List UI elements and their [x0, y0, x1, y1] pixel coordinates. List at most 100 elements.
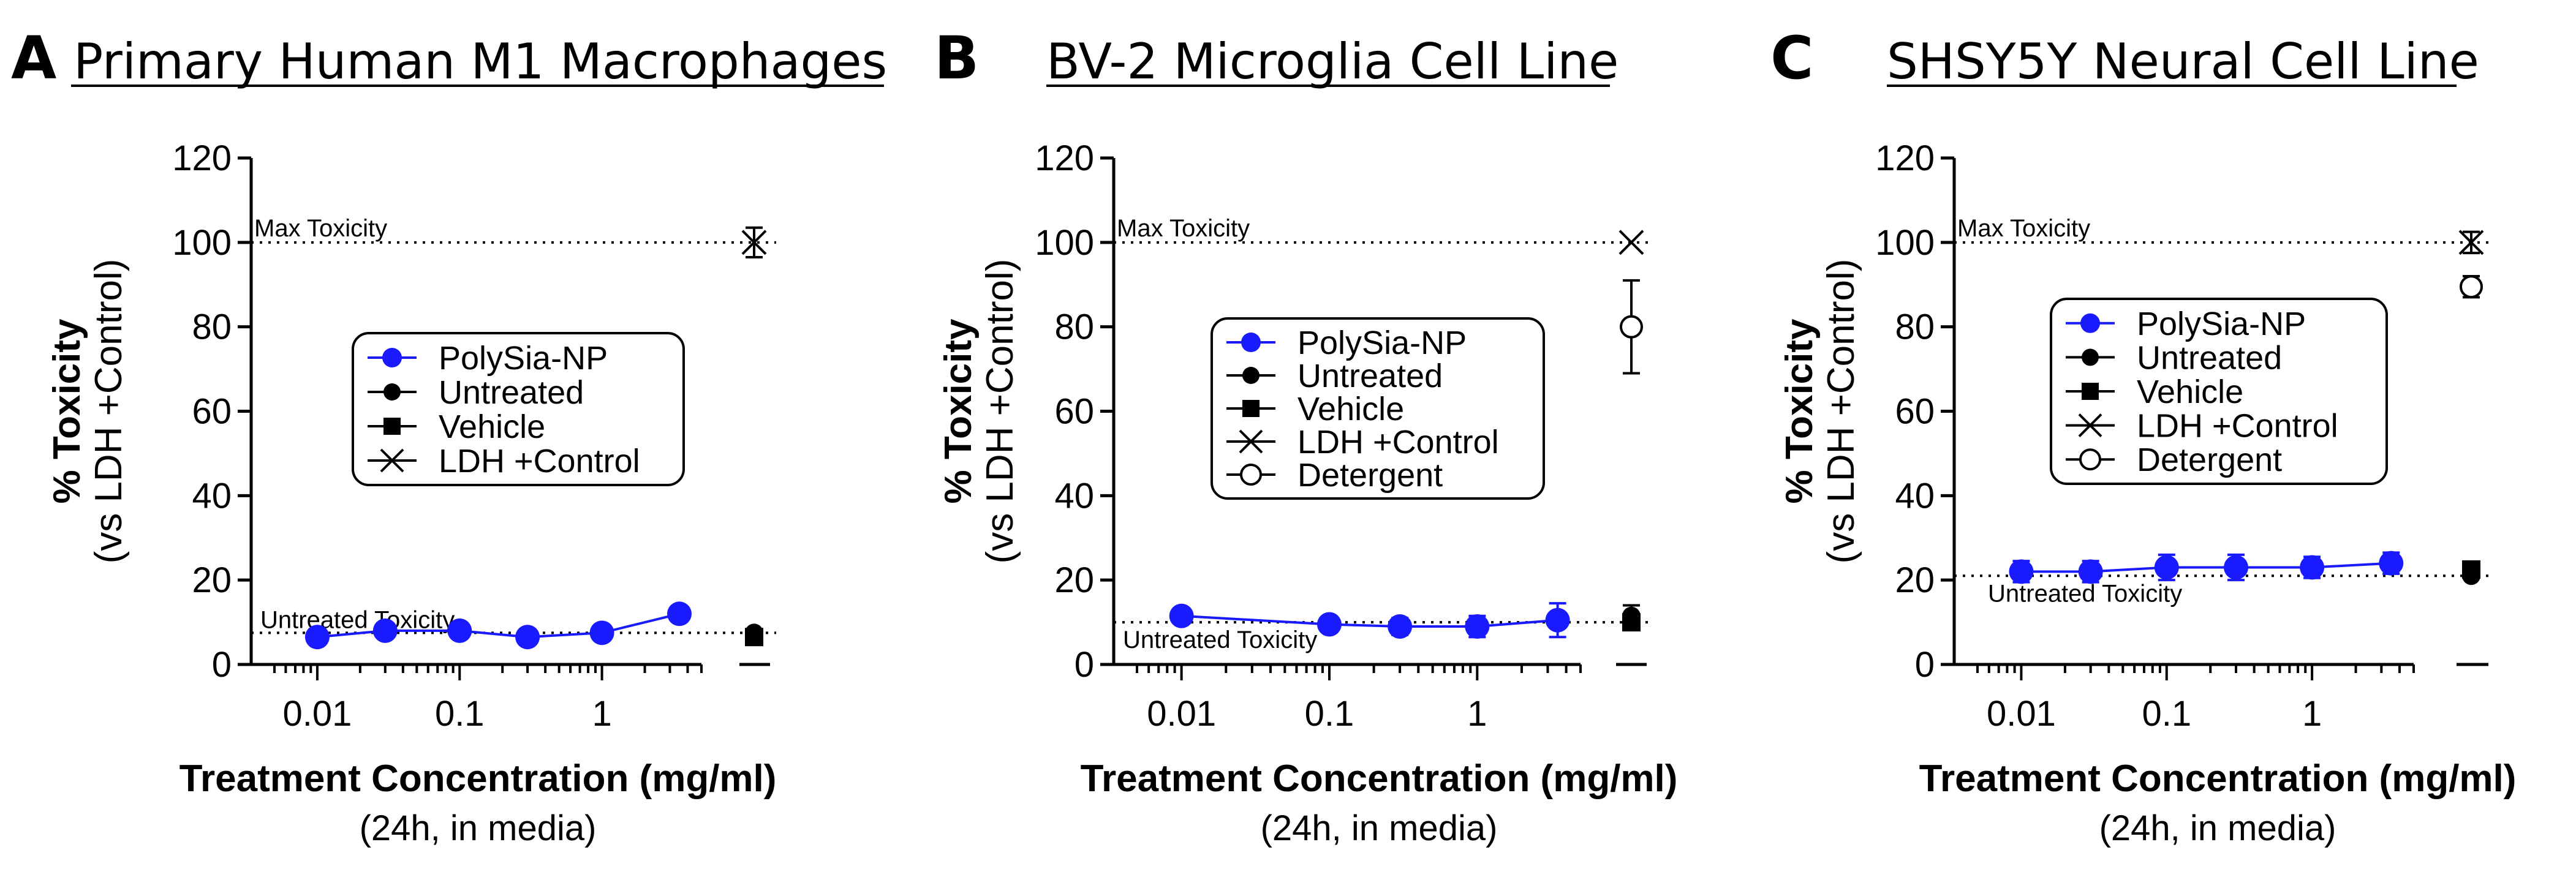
legend-marker: [1239, 429, 1263, 454]
data-point: [1465, 614, 1490, 639]
x-tick-label: 0.01: [282, 694, 352, 734]
legend-label: Vehicle: [2137, 374, 2243, 410]
max-toxicity-label: Max Toxicity: [1957, 215, 2090, 242]
control-point-vehicle: [1622, 613, 1641, 632]
y-tick-label: 60: [192, 392, 232, 432]
legend-marker: [2080, 313, 2100, 333]
panel-c: C SHSY5Y Neural Cell Line 0 20 40 60 80 100 120 0…: [1770, 24, 2516, 848]
legend-label: Detergent: [1297, 457, 1443, 494]
y-tick-label: 20: [1895, 560, 1935, 600]
legend-marker: [2079, 448, 2101, 471]
y-tick-label: 80: [1054, 307, 1094, 347]
x-tick-label: 0.1: [2142, 694, 2191, 734]
y-tick-label: 100: [172, 223, 232, 263]
max-toxicity-label: Max Toxicity: [254, 215, 387, 242]
x-tick-label: 0.1: [1305, 694, 1354, 734]
y-tick-label: 20: [1054, 560, 1094, 600]
x-axis-sublabel: (24h, in media): [360, 808, 597, 848]
data-point: [304, 625, 330, 650]
control-point-detergent: [2460, 275, 2483, 299]
data-point: [372, 618, 398, 643]
y-tick-label: 60: [1054, 392, 1094, 432]
legend-label: PolySia-NP: [2137, 306, 2306, 342]
x-tick-label: 1: [2302, 694, 2322, 734]
legend-marker: [382, 348, 402, 367]
legend-label: LDH +Control: [1297, 424, 1499, 461]
y-tick-label: 20: [192, 560, 232, 600]
x-tick-label: 1: [1467, 694, 1487, 734]
data-point: [2300, 555, 2325, 580]
x-tick-label: 1: [592, 694, 611, 734]
control-point-ldh-control: [1618, 230, 1644, 255]
panel-title: BV-2 Microglia Cell Line: [1046, 33, 1618, 90]
data-point: [515, 625, 540, 650]
legend-marker: [2082, 383, 2099, 400]
y-tick-label: 0: [1075, 645, 1094, 685]
y-tick-label: 40: [1895, 476, 1935, 516]
x-axis-label: Treatment Concentration (mg/ml): [179, 758, 777, 800]
y-tick-label: 100: [1875, 223, 1935, 263]
x-tick-label: 0.01: [1147, 694, 1216, 734]
legend-label: Untreated: [439, 374, 584, 411]
data-point: [1316, 612, 1342, 637]
y-tick-label: 40: [192, 476, 232, 516]
control-point-vehicle: [745, 628, 763, 647]
data-point: [1545, 608, 1570, 633]
data-point: [2224, 555, 2249, 580]
legend-label: Detergent: [2137, 442, 2282, 478]
legend-label: Vehicle: [1297, 391, 1404, 427]
data-point: [1388, 614, 1413, 639]
panel-title: SHSY5Y Neural Cell Line: [1887, 33, 2479, 90]
y-tick-label: 60: [1895, 392, 1935, 432]
legend-label: LDH +Control: [2137, 408, 2338, 445]
legend-marker: [1240, 464, 1262, 486]
y-tick-label: 40: [1054, 476, 1094, 516]
y-tick-label: 100: [1035, 223, 1094, 263]
x-axis-sublabel: (24h, in media): [2099, 808, 2336, 848]
data-point: [1169, 603, 1194, 628]
legend-box: [2050, 298, 2388, 485]
control-point-ldh-control: [2458, 230, 2484, 255]
y-tick-label: 0: [1915, 645, 1935, 685]
legend-label: Untreated: [1297, 358, 1443, 394]
data-point: [2009, 559, 2034, 584]
legend-box: [1211, 317, 1545, 500]
y-tick-label: 120: [1875, 138, 1935, 178]
legend-marker: [1242, 367, 1260, 384]
data-point: [2154, 555, 2179, 580]
legend-label: PolySia-NP: [1297, 325, 1467, 361]
data-point: [2379, 551, 2404, 576]
untreated-toxicity-label: Untreated Toxicity: [260, 606, 455, 633]
legend-marker: [2078, 413, 2102, 438]
x-tick-label: 0.1: [435, 694, 485, 734]
x-axis-sublabel: (24h, in media): [1261, 808, 1498, 848]
control-point-vehicle: [2462, 560, 2480, 579]
panel-a: A Primary Human M1 Macrophages02040608010…: [11, 24, 887, 848]
y-tick-label: 80: [192, 307, 232, 347]
y-axis-label: % Toxicity: [46, 318, 88, 504]
legend-label: PolySia-NP: [439, 340, 608, 377]
panel-letter: A: [11, 24, 56, 92]
max-toxicity-label: Max Toxicity: [1117, 215, 1250, 242]
legend-box: [352, 332, 685, 486]
legend-marker: [1241, 333, 1261, 352]
legend-marker: [383, 383, 401, 401]
untreated-toxicity-label: Untreated Toxicity: [1123, 626, 1317, 653]
data-point: [2078, 559, 2103, 584]
untreated-toxicity-label: Untreated Toxicity: [1988, 580, 2182, 607]
panel-b: B BV-2 Microglia Cell Line 0 20 40 60 80 100 120…: [934, 24, 1677, 848]
x-axis-label: Treatment Concentration (mg/ml): [1081, 758, 1678, 800]
y-tick-label: 80: [1895, 307, 1935, 347]
y-axis-label: % Toxicity: [1778, 318, 1821, 504]
legend-marker: [2082, 348, 2099, 366]
data-point: [447, 618, 472, 643]
y-tick-label: 120: [172, 138, 232, 178]
legend-label: Vehicle: [439, 408, 545, 445]
legend-marker: [380, 448, 404, 473]
control-point-ldh-control: [741, 230, 767, 255]
panel-title: Primary Human M1 Macrophages: [74, 33, 887, 90]
control-point-detergent: [1620, 315, 1643, 339]
y-tick-label: 120: [1035, 138, 1094, 178]
